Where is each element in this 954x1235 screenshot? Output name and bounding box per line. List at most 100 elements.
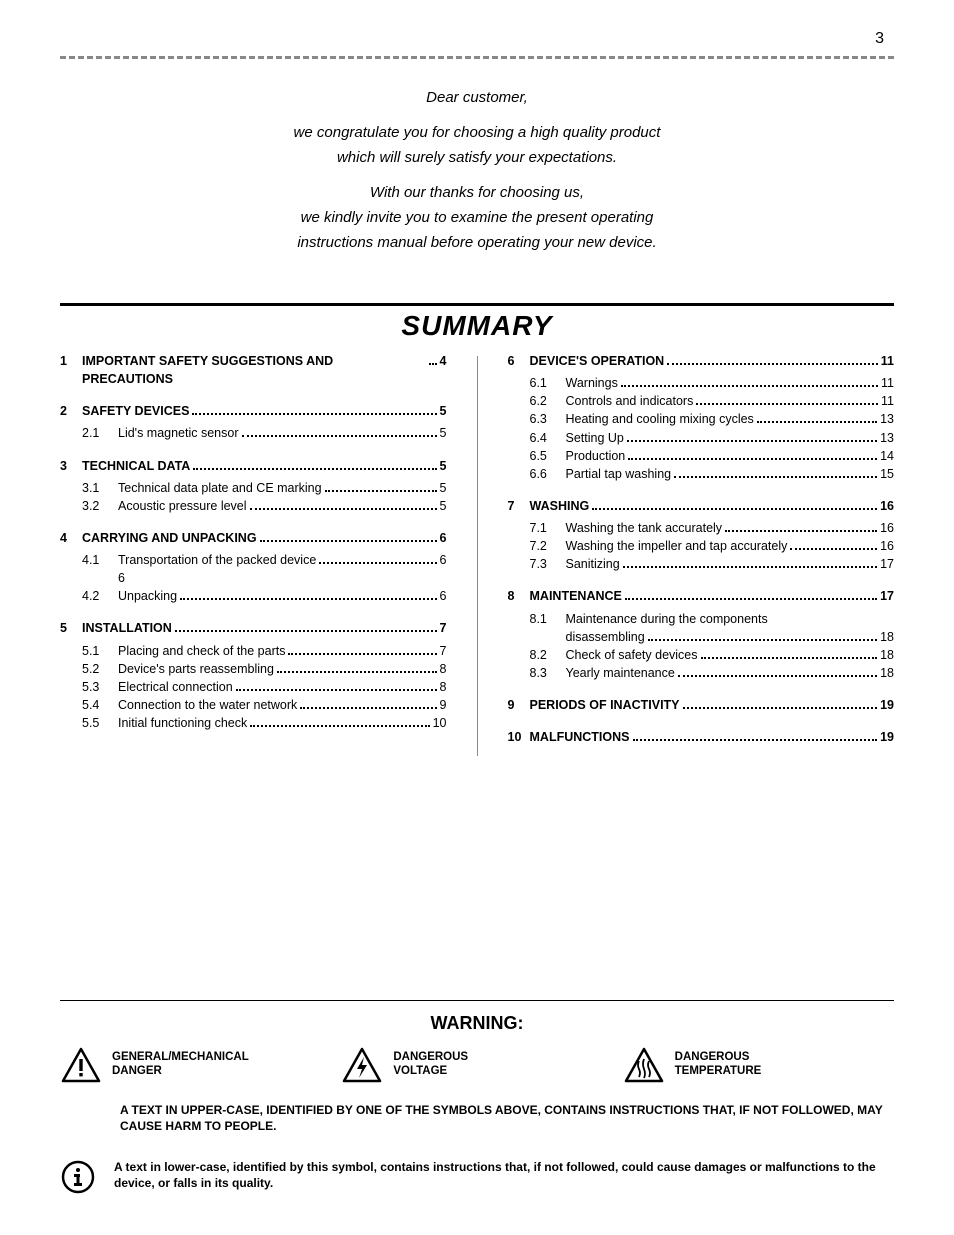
toc-chapter-page: 16 xyxy=(880,497,894,515)
toc-chapter-title: SAFETY DEVICES xyxy=(82,402,189,420)
summary-title: SUMMARY xyxy=(60,310,894,342)
toc-chapter-head: 2SAFETY DEVICES 5 xyxy=(60,402,447,420)
toc-leader-dots xyxy=(757,421,877,423)
toc-sub-number: 6.6 xyxy=(530,465,566,483)
toc-leader-dots xyxy=(277,671,437,673)
toc-sub-number: 6.2 xyxy=(530,392,566,410)
toc-sub-page: 6 xyxy=(118,569,125,587)
toc-sub-number: 5.3 xyxy=(82,678,118,696)
toc-sub-number: 7.3 xyxy=(530,555,566,573)
toc-subsection: 5.3Electrical connection8 xyxy=(60,678,447,696)
warning-text: A TEXT IN UPPER-CASE, IDENTIFIED BY ONE … xyxy=(60,1102,894,1134)
toc-chapter-number: 5 xyxy=(60,619,82,637)
toc-chapter-page: 11 xyxy=(881,352,894,370)
toc-chapter-page: 6 xyxy=(440,529,447,547)
summary-rule xyxy=(60,303,894,306)
toc-subsection: 6.5Production14 xyxy=(508,447,895,465)
toc-sub-number: 6.5 xyxy=(530,447,566,465)
toc-sub-title: Setting Up xyxy=(566,429,624,447)
toc-section: 6DEVICE'S OPERATION11 6.1Warnings116.2Con… xyxy=(508,352,895,483)
toc-leader-dots xyxy=(790,548,877,550)
intro-line: instructions manual before operating you… xyxy=(60,232,894,253)
info-row: A text in lower-case, identified by this… xyxy=(60,1159,894,1195)
warning-label: DANGEROUS xyxy=(675,1051,762,1065)
toc-sub-number: 8.2 xyxy=(530,646,566,664)
toc-sub-title: Device's parts reassembling xyxy=(118,660,274,678)
toc-chapter-page: 17 xyxy=(880,587,894,605)
toc-sub-number: 5.5 xyxy=(82,714,118,732)
toc-sub-title: disassembling xyxy=(566,628,645,646)
toc-sub-number: 7.2 xyxy=(530,537,566,555)
toc-chapter-page: 4 xyxy=(440,352,447,370)
toc-chapter-number: 2 xyxy=(60,402,82,420)
intro-line: Dear customer, xyxy=(60,87,894,108)
toc-leader-dots xyxy=(627,440,877,442)
toc-subsection: 7.3Sanitizing 17 xyxy=(508,555,895,573)
toc-chapter-head: 9PERIODS OF INACTIVITY19 xyxy=(508,696,895,714)
toc-leader-dots xyxy=(250,725,429,727)
toc-chapter-page: 5 xyxy=(440,402,447,420)
toc-sub-number: 3.1 xyxy=(82,479,118,497)
warning-symbols-row: GENERAL/MECHANICAL DANGER DANGEROUS VOLT… xyxy=(60,1046,894,1084)
toc-chapter-title: PERIODS OF INACTIVITY xyxy=(530,696,680,714)
toc-left-column: 1IMPORTANT SAFETY SUGGESTIONS AND PRECAU… xyxy=(60,352,447,760)
toc-sub-number: 5.2 xyxy=(82,660,118,678)
toc-chapter-head: 6DEVICE'S OPERATION11 xyxy=(508,352,895,370)
warning-temperature: DANGEROUS TEMPERATURE xyxy=(623,1046,894,1084)
toc-chapter-page: 19 xyxy=(880,728,894,746)
toc-right-column: 6DEVICE'S OPERATION11 6.1Warnings116.2Con… xyxy=(508,352,895,760)
toc-subsection: 6.6Partial tap washing15 xyxy=(508,465,895,483)
toc-subsection: 6.2Controls and indicators11 xyxy=(508,392,895,410)
toc-chapter-head: 3TECHNICAL DATA5 xyxy=(60,457,447,475)
toc-sub-title: Connection to the water network xyxy=(118,696,297,714)
toc-chapter-title: TECHNICAL DATA xyxy=(82,457,190,475)
toc-sub-number: 8.3 xyxy=(530,664,566,682)
toc-section: 1IMPORTANT SAFETY SUGGESTIONS AND PRECAU… xyxy=(60,352,447,388)
toc-leader-dots xyxy=(288,653,436,655)
warning-label: DANGER xyxy=(112,1065,249,1079)
toc-sub-number: 6.3 xyxy=(530,410,566,428)
toc-section: 7WASHING167.1Washing the tank accurately… xyxy=(508,497,895,574)
toc-leader-dots xyxy=(633,739,878,741)
toc-leader-dots xyxy=(300,707,436,709)
toc-leader-dots xyxy=(319,562,436,564)
toc-chapter-head: 1IMPORTANT SAFETY SUGGESTIONS AND PRECAU… xyxy=(60,352,447,388)
toc-subsection: 7.2Washing the impeller and tap accurate… xyxy=(508,537,895,555)
toc-sub-continuation: 6 xyxy=(60,569,447,587)
warning-general: GENERAL/MECHANICAL DANGER xyxy=(60,1046,331,1084)
toc-subsection: 4.2Unpacking6 xyxy=(60,587,447,605)
toc-leader-dots xyxy=(621,385,878,387)
toc-sub-page: 18 xyxy=(880,646,894,664)
voltage-triangle-icon xyxy=(341,1046,383,1084)
toc-section: 3TECHNICAL DATA53.1Technical data plate … xyxy=(60,457,447,515)
toc-sub-number: 4.1 xyxy=(82,551,118,569)
toc-subsection: 6.1Warnings11 xyxy=(508,374,895,392)
toc-sub-title: Sanitizing xyxy=(566,555,620,573)
toc-sub-number: 6.1 xyxy=(530,374,566,392)
toc-subsection: 4.1Transportation of the packed device6 xyxy=(60,551,447,569)
intro-line: With our thanks for choosing us, xyxy=(60,182,894,203)
toc-sub-page: 16 xyxy=(880,537,894,555)
toc-sub-page: 8 xyxy=(440,660,447,678)
toc-section: 2SAFETY DEVICES52.1Lid's magnetic sensor… xyxy=(60,402,447,442)
toc-sub-page: 7 xyxy=(440,642,447,660)
toc-leader-dots xyxy=(325,490,437,492)
toc-subsection: 7.1Washing the tank accurately16 xyxy=(508,519,895,537)
toc-chapter-number: 10 xyxy=(508,728,530,746)
toc-leader-dots xyxy=(175,630,437,632)
toc-sub-page: 11 xyxy=(881,374,894,392)
toc-leader-dots xyxy=(667,363,878,365)
toc-sub-number: 5.4 xyxy=(82,696,118,714)
toc-sub-number: 3.2 xyxy=(82,497,118,515)
intro-block: Dear customer, we congratulate you for c… xyxy=(60,87,894,253)
toc-sub-page: 17 xyxy=(880,555,894,573)
toc-subsection: 5.1Placing and check of the parts7 xyxy=(60,642,447,660)
toc-section: 8MAINTENANCE178.1Maintenance during the … xyxy=(508,587,895,682)
toc-sub-title: Washing the tank accurately xyxy=(566,519,723,537)
toc-sub-page: 13 xyxy=(880,429,894,447)
toc-sub-number: 2.1 xyxy=(82,424,118,442)
warning-label: GENERAL/MECHANICAL xyxy=(112,1051,249,1065)
toc-leader-dots xyxy=(236,689,437,691)
toc-sub-title: Acoustic pressure level xyxy=(118,497,247,515)
toc-chapter-title: MAINTENANCE xyxy=(530,587,622,605)
